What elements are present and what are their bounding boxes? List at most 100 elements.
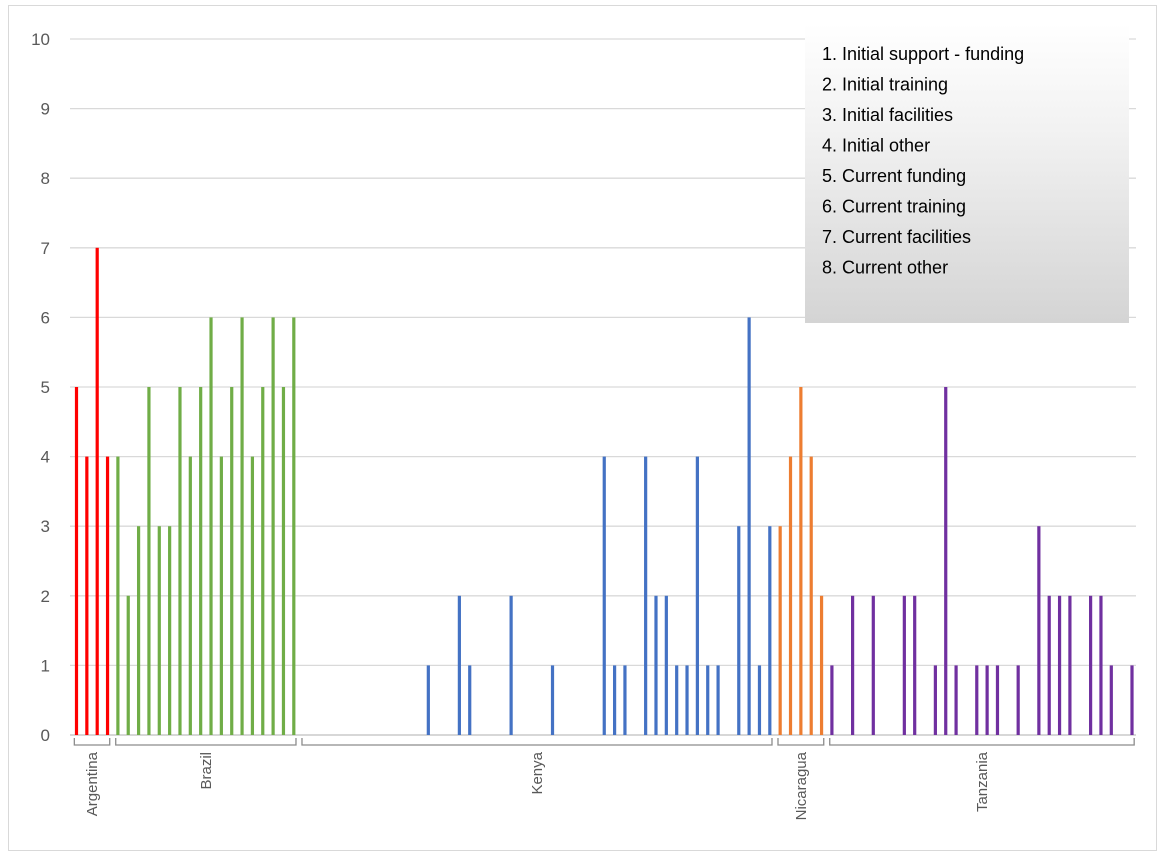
category-bracket (73, 738, 111, 746)
bar-kenya (685, 665, 689, 735)
bar-tanzania (1057, 595, 1062, 735)
bar-brazil (261, 387, 265, 735)
bar-brazil (136, 526, 141, 735)
bar-tanzania (985, 665, 989, 735)
bar-kenya (695, 456, 699, 735)
bar-kenya (675, 665, 679, 735)
bar-brazil (271, 317, 275, 735)
legend-item: 7. Current facilities (822, 227, 971, 247)
legend: 1. Initial support - funding 2. Initial t… (805, 24, 1129, 323)
bar-nicaragua (799, 387, 803, 735)
category-label: Nicaragua (793, 751, 810, 820)
category-label: Tanzania (974, 751, 991, 812)
bar-kenya (550, 665, 555, 735)
bar-brazil (230, 387, 234, 735)
legend-item: 3. Initial facilities (822, 105, 953, 125)
bar-kenya (706, 665, 710, 735)
legend-box (805, 24, 1129, 323)
y-tick-label: 9 (41, 100, 50, 119)
bar-tanzania (1068, 595, 1072, 735)
y-tick-label: 4 (41, 448, 50, 467)
y-tick-label: 5 (41, 378, 50, 397)
bar-nicaragua (778, 526, 782, 735)
bar-kenya (747, 317, 751, 735)
bar-argentina (85, 456, 89, 735)
y-tick-label: 1 (41, 656, 50, 675)
category-label: Brazil (198, 752, 215, 790)
bar-tanzania (1099, 595, 1103, 735)
bar-brazil (168, 526, 172, 735)
y-tick-label: 3 (41, 517, 50, 536)
bar-kenya (654, 595, 658, 735)
bar-argentina (105, 456, 110, 735)
bar-brazil (209, 317, 213, 735)
bar-tanzania (1109, 665, 1113, 735)
bar-kenya (716, 665, 720, 735)
bar-kenya (426, 665, 430, 735)
bar-kenya (509, 595, 513, 735)
bar-brazil (292, 317, 296, 735)
bar-brazil (157, 526, 161, 735)
bar-brazil (147, 387, 151, 735)
legend-item: 6. Current training (822, 197, 966, 217)
category-brackets (73, 738, 1135, 746)
legend-item: 4. Initial other (822, 136, 930, 156)
legend-item: 8. Current other (822, 258, 948, 278)
bar-tanzania (933, 665, 937, 735)
bar-tanzania (954, 665, 958, 735)
category-label: Kenya (529, 751, 546, 794)
bar-tanzania (1089, 595, 1093, 735)
bar-tanzania (944, 387, 948, 735)
bar-tanzania (1047, 595, 1051, 735)
category-bracket (301, 738, 773, 746)
bar-tanzania (913, 595, 917, 735)
bar-tanzania (851, 595, 855, 735)
bar-kenya (623, 665, 627, 735)
legend-item: 1. Initial support - funding (822, 44, 1024, 64)
category-bracket (115, 738, 297, 746)
bar-kenya (468, 665, 472, 735)
bar-brazil (126, 595, 130, 735)
bar-tanzania (871, 595, 875, 735)
y-axis-tick-labels: 0 1 2 3 4 5 6 7 8 9 10 (31, 30, 50, 745)
bar-kenya (768, 526, 772, 735)
bar-argentina (95, 247, 99, 736)
bar-argentina (74, 387, 79, 735)
bar-kenya (737, 526, 741, 735)
y-tick-label: 6 (41, 308, 50, 327)
y-tick-label: 2 (41, 587, 50, 606)
bar-brazil (240, 317, 244, 735)
bar-tanzania (1130, 665, 1134, 735)
bar-tanzania (1016, 665, 1020, 735)
bar-tanzania (1037, 526, 1041, 735)
legend-item: 2. Initial training (822, 75, 948, 95)
bar-kenya (664, 595, 668, 735)
category-label: Argentina (84, 751, 101, 816)
category-bracket (777, 738, 825, 746)
y-tick-label: 7 (41, 239, 50, 258)
bar-brazil (219, 456, 223, 735)
bar-nicaragua (819, 595, 824, 735)
category-bracket (829, 738, 1135, 746)
bar-brazil (199, 387, 203, 735)
y-tick-label: 0 (41, 726, 50, 745)
bar-brazil (281, 387, 286, 735)
bar-nicaragua (788, 456, 793, 735)
bar-kenya (644, 456, 648, 735)
category-labels: Argentina Brazil Kenya Nicaragua Tanzania (84, 751, 991, 820)
bar-tanzania (830, 665, 834, 735)
bar-kenya (602, 456, 606, 735)
legend-item: 5. Current funding (822, 166, 966, 186)
bar-kenya (457, 595, 461, 735)
y-tick-label: 8 (41, 169, 50, 188)
bar-tanzania (995, 665, 1000, 735)
bar-brazil (188, 456, 192, 735)
bar-tanzania (902, 595, 906, 735)
bar-brazil (178, 387, 182, 735)
bar-brazil (116, 456, 120, 735)
bar-tanzania (975, 665, 979, 735)
bar-brazil (250, 456, 255, 735)
bar-kenya (612, 665, 617, 735)
bar-kenya (757, 665, 762, 735)
